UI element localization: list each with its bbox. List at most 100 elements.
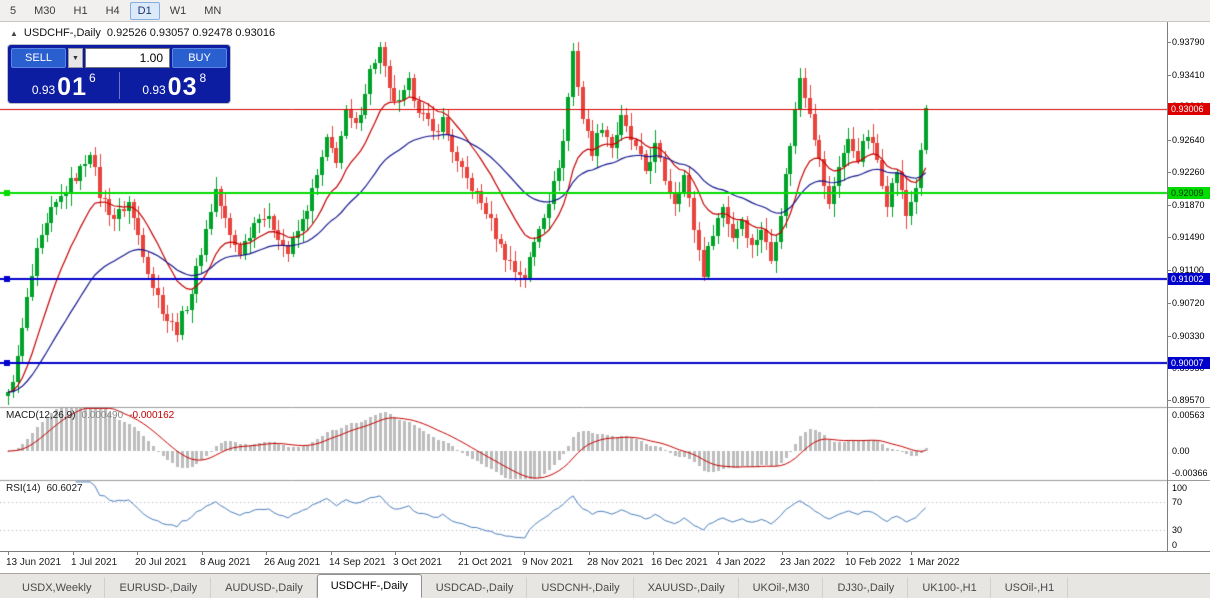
timeframe-button-d1[interactable]: D1 bbox=[129, 1, 160, 20]
date-tick-label: 4 Jan 2022 bbox=[716, 557, 766, 568]
macd-signal-value: -0.000162 bbox=[129, 410, 175, 421]
date-tick-mark bbox=[202, 552, 203, 555]
chart-tab-uk100-[interactable]: UK100-,H1 bbox=[908, 577, 991, 598]
price-tick-label: 0.93410 bbox=[1172, 70, 1205, 80]
price-tick-label: 0.91870 bbox=[1172, 200, 1205, 210]
date-tick-mark bbox=[137, 552, 138, 555]
timeframe-button-5[interactable]: 5 bbox=[10, 4, 17, 17]
price-tick-label: 0.90720 bbox=[1172, 298, 1205, 308]
chart-tab-audusd-[interactable]: AUDUSD-,Daily bbox=[211, 577, 317, 598]
date-tick-label: 8 Aug 2021 bbox=[200, 557, 251, 568]
date-tick-label: 21 Oct 2021 bbox=[458, 557, 513, 568]
chart-ohlc-title: ▲ USDCHF-,Daily 0.92526 0.93057 0.92478 … bbox=[10, 27, 275, 39]
rsi-title-label: RSI(14) bbox=[6, 483, 41, 494]
date-tick-label: 14 Sep 2021 bbox=[329, 557, 386, 568]
date-tick-label: 23 Jan 2022 bbox=[780, 557, 836, 568]
buy-price-base: 0.93 bbox=[142, 83, 166, 97]
date-tick-label: 20 Jul 2021 bbox=[135, 557, 187, 568]
timeframe-button-m30[interactable]: M30 bbox=[34, 4, 56, 17]
rsi-value: 60.6027 bbox=[46, 483, 83, 494]
chart-tab-usdcad-[interactable]: USDCAD-,Daily bbox=[422, 577, 528, 598]
price-tick-label: 0.92640 bbox=[1172, 135, 1205, 145]
buy-price-big: 03 bbox=[167, 73, 198, 101]
level-price-label: 0.91002 bbox=[1168, 273, 1210, 285]
chart-area: ▲ USDCHF-,Daily 0.92526 0.93057 0.92478 … bbox=[0, 22, 1210, 551]
date-tick-mark bbox=[653, 552, 654, 555]
sell-price[interactable]: 0.93 01 6 bbox=[11, 70, 117, 101]
buy-price-sup: 8 bbox=[199, 71, 207, 85]
price-tick-mark bbox=[1168, 303, 1171, 304]
level-price-label: 0.93006 bbox=[1168, 103, 1210, 115]
rsi-scale-label: 100 bbox=[1172, 483, 1188, 493]
timeframe-button-w1[interactable]: W1 bbox=[169, 4, 187, 17]
price-tick-mark bbox=[1168, 75, 1171, 76]
sell-price-sup: 6 bbox=[88, 71, 96, 85]
timeframe-button-h1[interactable]: H1 bbox=[73, 4, 88, 17]
date-tick-mark bbox=[782, 552, 783, 555]
price-tick-mark bbox=[1168, 270, 1171, 271]
rsi-indicator-title: RSI(14) 60.6027 bbox=[6, 483, 83, 494]
rsi-scale-label: 0 bbox=[1172, 540, 1178, 550]
date-tick-mark bbox=[718, 552, 719, 555]
chart-tab-xauusd-[interactable]: XAUUSD-,Daily bbox=[634, 577, 739, 598]
chart-tab-usdchf-[interactable]: USDCHF-,Daily bbox=[316, 574, 422, 598]
buy-price[interactable]: 0.93 03 8 bbox=[122, 70, 228, 101]
chart-tab-ukoil-[interactable]: UKOil-,M30 bbox=[739, 577, 824, 598]
price-tick-label: 0.90330 bbox=[1172, 331, 1205, 341]
macd-scale-max: 0.00563 bbox=[1172, 410, 1205, 420]
chart-tab-eurusd-[interactable]: EURUSD-,Daily bbox=[105, 577, 212, 598]
price-tick-mark bbox=[1168, 140, 1171, 141]
date-tick-mark bbox=[524, 552, 525, 555]
date-tick-mark bbox=[395, 552, 396, 555]
date-tick-label: 1 Jul 2021 bbox=[71, 557, 118, 568]
price-chart-canvas[interactable] bbox=[0, 22, 1167, 551]
chart-tab-usdx[interactable]: USDX,Weekly bbox=[8, 577, 106, 598]
chevron-down-icon: ▼ bbox=[72, 54, 79, 62]
chart-tab-usoil-[interactable]: USOil-,H1 bbox=[991, 577, 1069, 598]
date-tick-mark bbox=[73, 552, 74, 555]
date-tick-mark bbox=[8, 552, 9, 555]
date-tick-label: 9 Nov 2021 bbox=[522, 557, 574, 568]
price-scale[interactable]: 0.937900.934100.930400.926400.922600.918… bbox=[1167, 22, 1210, 551]
price-tick-mark bbox=[1168, 172, 1171, 173]
volume-dropdown-button[interactable]: ▼ bbox=[68, 48, 83, 68]
date-tick-label: 26 Aug 2021 bbox=[264, 557, 321, 568]
timeframe-toolbar: 5 M30 H1 H4 D1 W1 MN bbox=[0, 0, 1210, 22]
price-tick-label: 0.91490 bbox=[1172, 232, 1205, 242]
price-tick-mark bbox=[1168, 42, 1171, 43]
price-tick-label: 0.93790 bbox=[1172, 37, 1205, 47]
date-tick-mark bbox=[266, 552, 267, 555]
panel-separator bbox=[1168, 480, 1210, 481]
time-scale[interactable]: 13 Jun 2021 1 Jul 2021 20 Jul 2021 8 Aug 20… bbox=[0, 551, 1210, 573]
date-tick-label: 3 Oct 2021 bbox=[393, 557, 442, 568]
timeframe-button-mn[interactable]: MN bbox=[204, 4, 222, 17]
rsi-scale-label: 30 bbox=[1172, 525, 1183, 535]
price-tick-mark bbox=[1168, 400, 1171, 401]
chart-tab-usdcnh-[interactable]: USDCNH-,Daily bbox=[527, 577, 634, 598]
chart-tab-dj30-[interactable]: DJ30-,Daily bbox=[823, 577, 909, 598]
price-tick-mark bbox=[1168, 237, 1171, 238]
price-tick-label: 0.89570 bbox=[1172, 395, 1205, 405]
timeframe-button-h4[interactable]: H4 bbox=[105, 4, 120, 17]
macd-title-label: MACD(12,26,9) bbox=[6, 410, 76, 421]
date-tick-mark bbox=[911, 552, 912, 555]
buy-button[interactable]: BUY bbox=[172, 48, 227, 68]
rsi-scale-label: 70 bbox=[1172, 497, 1183, 507]
date-tick-mark bbox=[460, 552, 461, 555]
macd-scale-min: -0.00366 bbox=[1172, 468, 1208, 478]
panel-separator bbox=[1168, 407, 1210, 408]
price-tick-label: 0.92260 bbox=[1172, 167, 1205, 177]
date-tick-mark bbox=[847, 552, 848, 555]
price-tick-mark bbox=[1168, 336, 1171, 337]
macd-scale-zero: 0.00 bbox=[1172, 446, 1190, 456]
sell-price-base: 0.93 bbox=[31, 83, 56, 97]
macd-main-value: 0.000490 bbox=[81, 410, 124, 421]
sell-button[interactable]: SELL bbox=[11, 48, 66, 68]
level-price-label: 0.92009 bbox=[1168, 187, 1210, 199]
date-tick-label: 16 Dec 2021 bbox=[651, 557, 708, 568]
sell-price-big: 01 bbox=[57, 73, 87, 101]
symbol-marker-icon: ▲ bbox=[10, 28, 18, 38]
volume-input[interactable] bbox=[85, 48, 170, 68]
